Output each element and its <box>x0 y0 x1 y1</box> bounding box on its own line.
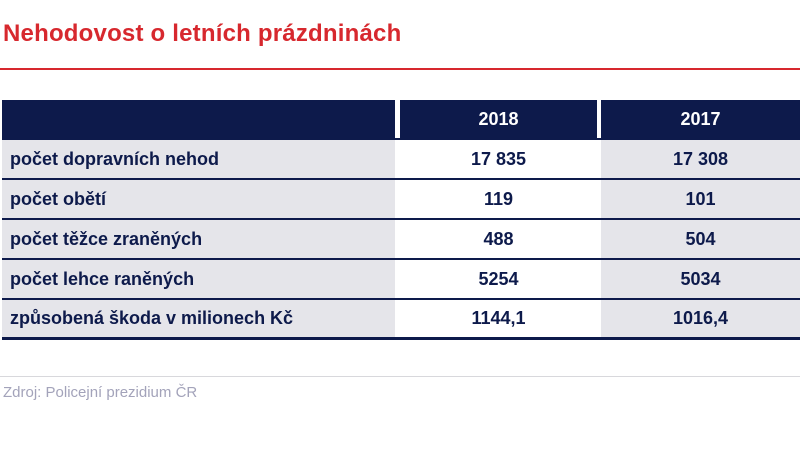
row-label: způsobená škoda v milionech Kč <box>2 300 395 337</box>
value-2017: 5034 <box>601 260 800 298</box>
value-2017: 101 <box>601 180 800 218</box>
row-label: počet lehce raněných <box>2 260 395 298</box>
column-gap <box>597 220 601 258</box>
column-gap <box>395 300 400 337</box>
value-2018: 119 <box>400 180 597 218</box>
table-row: počet lehce raněných 5254 5034 <box>2 260 800 300</box>
source-divider-rule <box>0 376 800 377</box>
value-2018: 5254 <box>400 260 597 298</box>
column-gap <box>597 140 601 178</box>
title-underline-rule <box>0 68 800 70</box>
column-gap <box>395 180 400 218</box>
value-2017: 504 <box>601 220 800 258</box>
row-label: počet dopravních nehod <box>2 140 395 178</box>
column-gap <box>395 220 400 258</box>
column-gap <box>395 140 400 178</box>
value-2017: 1016,4 <box>601 300 800 337</box>
header-empty-cell <box>2 100 395 138</box>
stats-table: 2018 2017 počet dopravních nehod 17 835 … <box>2 100 800 340</box>
table-row: počet dopravních nehod 17 835 17 308 <box>2 140 800 180</box>
header-year-2017: 2017 <box>601 100 800 138</box>
value-2018: 1144,1 <box>400 300 597 337</box>
column-gap <box>597 180 601 218</box>
row-label: počet obětí <box>2 180 395 218</box>
column-gap <box>597 260 601 298</box>
value-2018: 488 <box>400 220 597 258</box>
column-gap <box>395 260 400 298</box>
table-header-row: 2018 2017 <box>2 100 800 140</box>
value-2017: 17 308 <box>601 140 800 178</box>
header-year-2018: 2018 <box>400 100 597 138</box>
table-row: počet obětí 119 101 <box>2 180 800 220</box>
source-text: Zdroj: Policejní prezidium ČR <box>3 384 198 401</box>
column-gap <box>597 300 601 337</box>
value-2018: 17 835 <box>400 140 597 178</box>
table-row: počet těžce zraněných 488 504 <box>2 220 800 260</box>
table-row: způsobená škoda v milionech Kč 1144,1 10… <box>2 300 800 340</box>
page-title: Nehodovost o letních prázdninách <box>3 20 402 47</box>
column-gap <box>395 100 400 138</box>
row-label: počet těžce zraněných <box>2 220 395 258</box>
column-gap <box>597 100 601 138</box>
